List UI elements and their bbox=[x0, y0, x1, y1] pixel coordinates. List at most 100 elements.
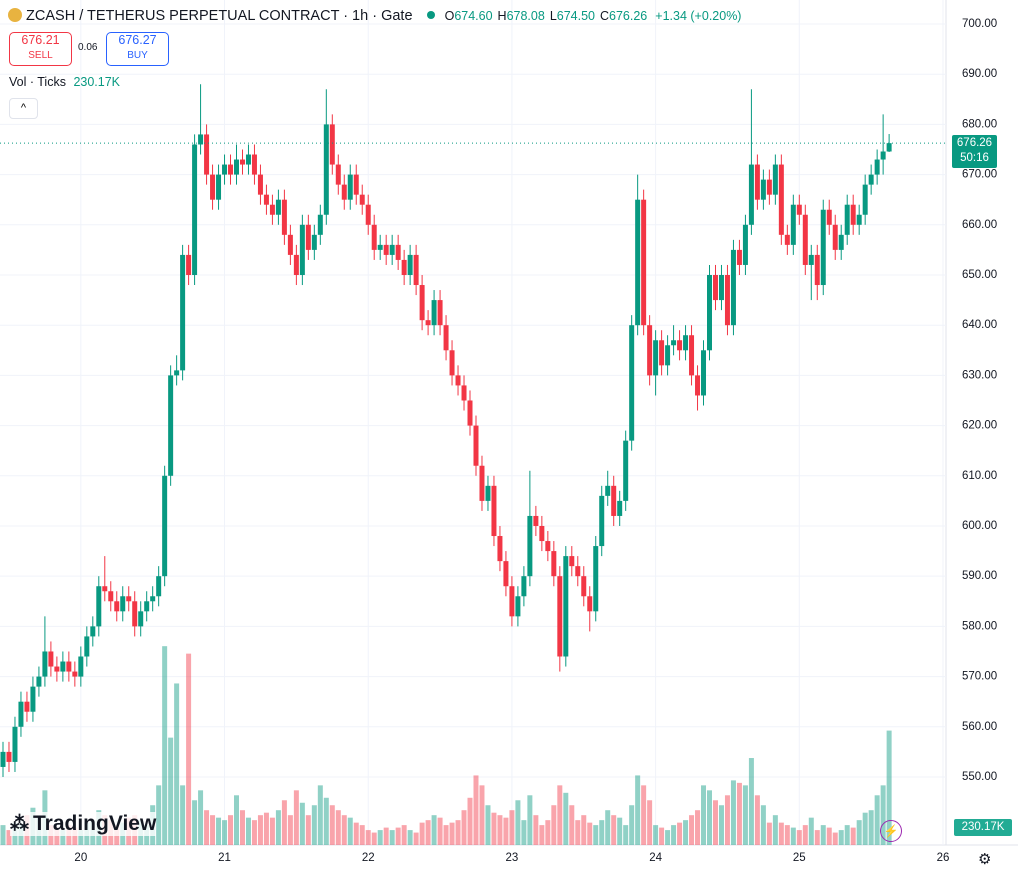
y-tick-label: 580.00 bbox=[962, 620, 997, 632]
candle-body bbox=[287, 234, 293, 255]
volume-bar bbox=[784, 825, 790, 845]
volume-bar bbox=[581, 815, 587, 845]
candle-body bbox=[126, 596, 132, 602]
volume-bar bbox=[617, 817, 623, 845]
volume-bar bbox=[455, 820, 461, 845]
volume-bar bbox=[269, 817, 275, 845]
candle-body bbox=[395, 244, 401, 260]
volume-bar bbox=[575, 820, 581, 845]
volume-title: Vol · Ticks bbox=[9, 75, 66, 89]
candle-body bbox=[389, 244, 395, 255]
volume-bar bbox=[671, 825, 677, 845]
volume-bar bbox=[856, 820, 862, 845]
candle-body bbox=[623, 440, 629, 501]
volume-bar bbox=[419, 822, 425, 845]
volume-bar bbox=[707, 790, 712, 845]
volume-bar bbox=[802, 825, 808, 845]
volume-bar bbox=[635, 775, 641, 845]
candle-body bbox=[6, 751, 12, 762]
volume-bar bbox=[611, 815, 617, 845]
collapse-button[interactable]: ^ bbox=[9, 98, 38, 119]
settings-button[interactable]: ⚙ bbox=[978, 851, 992, 868]
volume-bar bbox=[210, 815, 216, 845]
candle-body bbox=[18, 701, 24, 727]
volume-bar bbox=[257, 815, 263, 845]
candle-body bbox=[521, 576, 527, 597]
volume-bar bbox=[485, 805, 491, 845]
volume-bar bbox=[335, 810, 341, 845]
y-tick-label: 690.00 bbox=[962, 68, 997, 80]
volume-bar bbox=[665, 830, 671, 845]
symbol-title[interactable]: ZCASH / TETHERUS PERPETUAL CONTRACT · 1h… bbox=[26, 8, 413, 24]
candle-body bbox=[461, 385, 467, 401]
candle-body bbox=[30, 686, 36, 712]
candle-body bbox=[305, 224, 311, 250]
volume-bar bbox=[449, 822, 455, 845]
sell-button[interactable]: 676.21 SELL bbox=[9, 32, 72, 66]
y-tick-label: 550.00 bbox=[962, 771, 997, 783]
candle-body bbox=[736, 249, 742, 265]
ohlc-label: H bbox=[497, 9, 507, 23]
volume-bar bbox=[473, 775, 479, 845]
candle-body bbox=[886, 143, 892, 152]
y-tick-label: 680.00 bbox=[962, 118, 997, 130]
volume-bar bbox=[605, 810, 611, 845]
volume-axis-label: 230.17K bbox=[954, 819, 1012, 836]
volume-bar bbox=[389, 830, 395, 845]
volume-bar bbox=[371, 832, 377, 845]
candle-body bbox=[874, 159, 880, 175]
candle-body bbox=[455, 375, 461, 386]
volume-bar bbox=[60, 830, 66, 845]
candle-body bbox=[401, 259, 407, 275]
candle-body bbox=[814, 254, 820, 286]
volume-bar bbox=[341, 815, 347, 845]
volume-bar bbox=[192, 800, 198, 845]
volume-bar bbox=[587, 822, 593, 845]
candle-body bbox=[730, 249, 736, 326]
volume-bar bbox=[850, 827, 856, 845]
volume-bar bbox=[443, 825, 449, 845]
candle-body bbox=[772, 164, 778, 195]
candle-body bbox=[718, 274, 724, 301]
ohlc-label: C bbox=[600, 9, 610, 23]
candle-body bbox=[539, 525, 545, 542]
candle-body bbox=[647, 325, 653, 376]
volume-bar bbox=[521, 820, 527, 845]
candle-body bbox=[503, 561, 509, 587]
candle-body bbox=[581, 576, 587, 597]
candle-body bbox=[599, 495, 605, 547]
volume-bar bbox=[689, 815, 695, 845]
last-price-label: 676.26 50:16 bbox=[952, 135, 997, 168]
candle-body bbox=[611, 485, 617, 516]
ohlc-value: 678.08 bbox=[506, 9, 545, 23]
y-tick-label: 560.00 bbox=[962, 721, 997, 733]
volume-bar bbox=[383, 827, 389, 845]
lightning-button[interactable]: ⚡ bbox=[880, 820, 902, 842]
candle-body bbox=[844, 204, 850, 235]
volume-bar bbox=[844, 825, 850, 845]
candle-body bbox=[671, 340, 677, 346]
candle-body bbox=[551, 551, 557, 577]
ohlc-value: 674.50 bbox=[556, 9, 595, 23]
y-tick-label: 700.00 bbox=[962, 18, 997, 30]
legend-row: ZCASH / TETHERUS PERPETUAL CONTRACT · 1h… bbox=[8, 8, 741, 24]
volume-bar bbox=[623, 825, 629, 845]
candle-body bbox=[365, 204, 371, 225]
volume-bar bbox=[718, 805, 724, 845]
volume-bar bbox=[263, 812, 269, 845]
y-tick-label: 660.00 bbox=[962, 219, 997, 231]
volume-bar bbox=[880, 785, 886, 845]
volume-bar bbox=[323, 797, 329, 845]
buy-button[interactable]: 676.27 BUY bbox=[106, 32, 169, 66]
volume-bar bbox=[407, 830, 413, 845]
candle-body bbox=[251, 154, 257, 175]
candle-body bbox=[239, 159, 245, 165]
candle-body bbox=[413, 254, 419, 286]
candle-body bbox=[473, 425, 479, 466]
candle-body bbox=[509, 586, 515, 617]
volume-bar bbox=[874, 795, 880, 845]
candle-body bbox=[341, 184, 347, 200]
candle-body bbox=[557, 576, 563, 657]
volume-bar bbox=[862, 812, 868, 845]
